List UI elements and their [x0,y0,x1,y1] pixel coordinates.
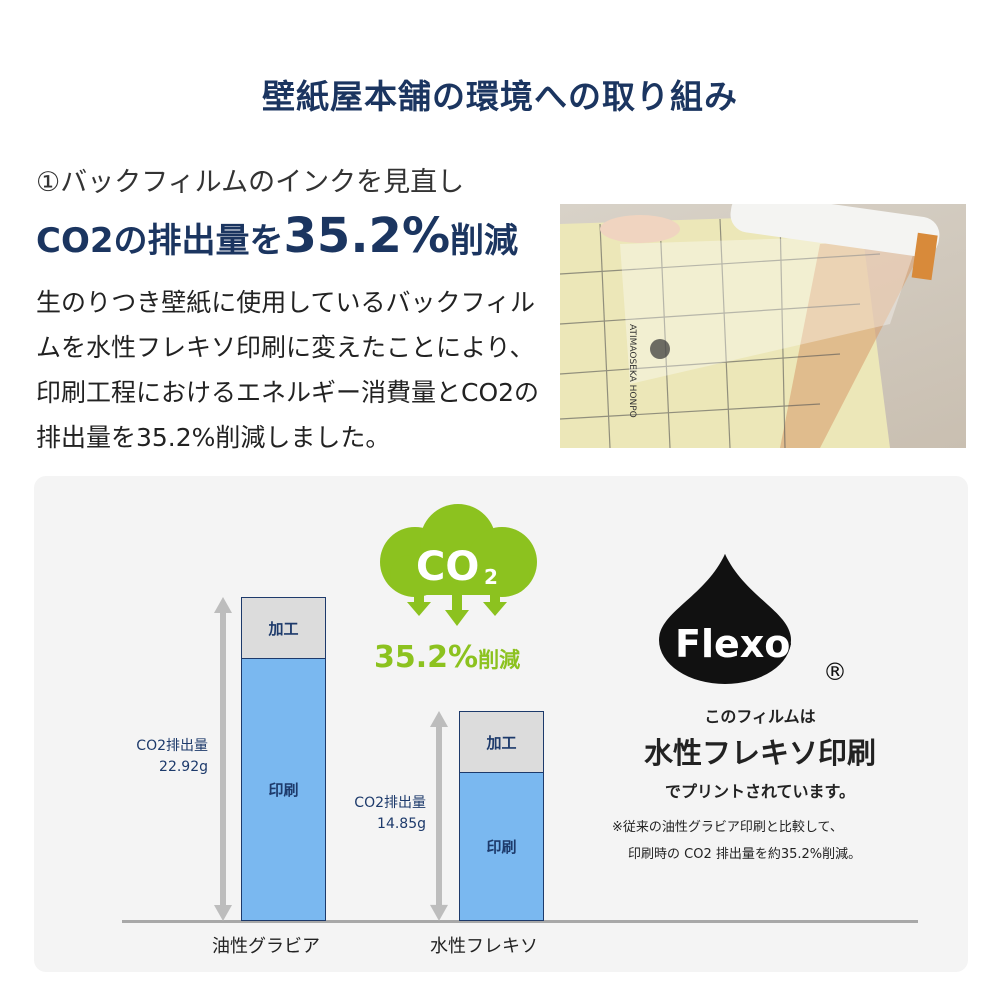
category-label: 油性グラビア [212,936,320,957]
flexo-note1: ※従来の油性グラビア印刷と比較して、 [612,820,843,835]
svg-text:2: 2 [484,565,498,589]
segment-processing: 加工 [242,598,325,659]
flexo-line2: 水性フレキソ印刷 [643,736,876,770]
flexo-line3: でプリントされています。 [665,782,855,801]
value-label: CO2排出量 22.92g [136,738,208,775]
flexo-drop-logo: Flexo ® [659,554,847,686]
headline-post: 削減 [450,221,519,261]
bar-1: 加工 印刷 [459,711,544,921]
svg-text:Flexo: Flexo [675,622,790,666]
product-photo: ATIMAOSEKA HONPO [560,204,966,448]
double-arrow-icon [214,597,232,921]
co2-cloud-icon: CO 2 [380,504,537,626]
svg-text:CO: CO [416,544,479,590]
segment-printing: 印刷 [460,773,543,920]
value-label: CO2排出量 14.85g [354,795,426,832]
section-subtitle: ①バックフィルムのインクを見直し [36,167,465,198]
chart-baseline [122,920,918,923]
photo-print-text: ATIMAOSEKA HONPO [627,324,637,418]
flexo-note2: 印刷時の CO2 排出量を約35.2%削減。 [628,847,862,862]
body-text: 生のりつき壁紙に使用しているバックフィルムを水性フレキソ印刷に変えたことにより、… [36,288,540,452]
segment-processing: 加工 [460,712,543,774]
headline-highlight: 35.2% [283,208,451,264]
svg-text:®: ® [823,658,847,686]
bar-0: 加工 印刷 [241,597,326,921]
flexo-line1: このフィルムは [704,707,816,726]
segment-printing: 印刷 [242,659,325,920]
headline-pre: CO2の排出量を [36,221,284,261]
category-label: 水性フレキソ [430,936,538,957]
page-title: 壁紙屋本舗の環境への取り組み [262,77,738,116]
photo-illustration: ATIMAOSEKA HONPO [560,204,940,448]
double-arrow-icon [430,711,448,921]
headline: CO2の排出量を35.2%削減 [36,208,518,264]
reduction-label: 35.2%削減 [374,640,521,675]
